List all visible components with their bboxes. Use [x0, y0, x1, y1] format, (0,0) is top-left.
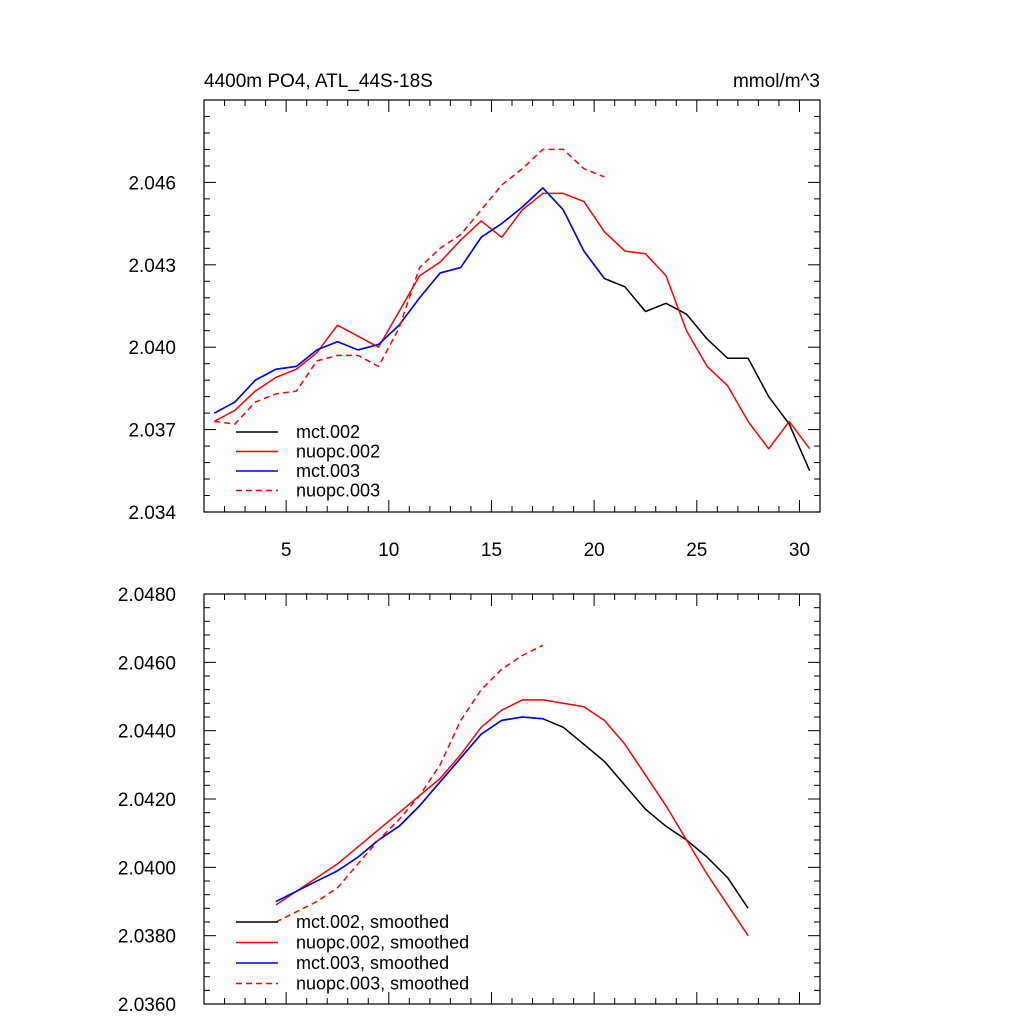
- top-chart-title: 4400m PO4, ATL_44S-18S: [204, 71, 433, 92]
- y-tick-label: 2.0460: [118, 653, 176, 674]
- series-line-nuopc-002-smoothed: [275, 699, 749, 937]
- y-tick-label: 2.0440: [118, 722, 176, 743]
- legend-label: mct.003: [296, 461, 360, 481]
- bottom-panel: 2.0360 2.0380 2.0400 2.0420 2.0440 2.0460 2.04…: [118, 585, 821, 1016]
- x-tick-label: 20: [584, 540, 605, 561]
- legend-label: nuopc.002, smoothed: [296, 933, 469, 953]
- y-tick-label: 2.0480: [118, 585, 176, 606]
- legend-label: mct.003, smoothed: [296, 953, 449, 973]
- y-tick-label: 2.0420: [118, 790, 176, 811]
- legend-label: nuopc.003, smoothed: [296, 974, 469, 994]
- top-ticks: 5 10 15 20 25 30 2.034 2.037 2.040 2.043 2.046: [128, 99, 821, 561]
- top-panel: 4400m PO4, ATL_44S-18S mmol/m^3 5 10 15 20 2…: [128, 71, 821, 561]
- x-tick-label: 10: [378, 540, 399, 561]
- legend-label: mct.002: [296, 422, 360, 442]
- y-tick-label: 2.040: [128, 338, 176, 359]
- x-tick-label: 15: [481, 540, 502, 561]
- y-tick-label: 2.0380: [118, 927, 176, 948]
- series-line-nuopc-003: [214, 148, 605, 425]
- legend-label: nuopc.002: [296, 442, 380, 462]
- x-tick-label: 5: [281, 540, 292, 561]
- top-series-lines: [213, 148, 811, 472]
- y-tick-label: 2.034: [128, 503, 176, 524]
- top-chart-units: mmol/m^3: [733, 71, 820, 92]
- bottom-ticks: 2.0360 2.0380 2.0400 2.0420 2.0440 2.0460 2.04…: [118, 585, 821, 1016]
- series-line-mct-003-smoothed: [275, 716, 543, 903]
- x-tick-label: 25: [686, 540, 707, 561]
- y-tick-label: 2.037: [128, 421, 176, 442]
- y-tick-label: 2.0400: [118, 858, 176, 879]
- series-line-nuopc-002: [213, 192, 811, 450]
- series-line-mct-003: [213, 187, 606, 414]
- y-tick-label: 2.043: [128, 256, 176, 277]
- bottom-series-lines: [275, 644, 749, 937]
- series-line-nuopc-003-smoothed: [275, 644, 544, 923]
- legend-label: mct.002, smoothed: [296, 912, 449, 932]
- y-tick-label: 2.0360: [118, 995, 176, 1016]
- x-tick-label: 30: [789, 540, 810, 561]
- legend-label: nuopc.003: [296, 481, 380, 501]
- y-tick-label: 2.046: [128, 173, 176, 194]
